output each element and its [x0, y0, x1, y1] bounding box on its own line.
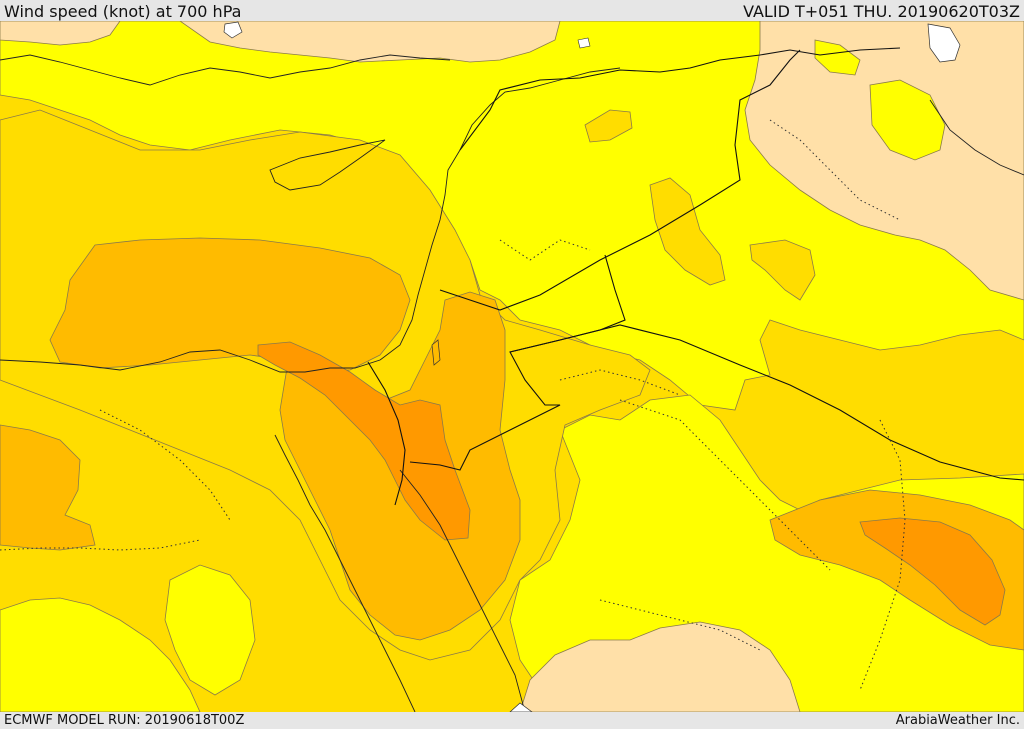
border-jordan	[439, 49, 801, 311]
model-run: ECMWF MODEL RUN: 20190618T00Z	[4, 713, 245, 728]
map-header: Wind speed (knot) at 700 hPa VALID T+051…	[0, 0, 1024, 21]
admin-boundary-6	[99, 409, 231, 521]
band-15-20-north-coast	[584, 109, 633, 143]
coastline-red-sea-west	[274, 434, 416, 712]
map-canvas	[0, 21, 1024, 712]
dead-sea	[431, 339, 441, 366]
coastline-gulf	[929, 99, 1024, 176]
admin-boundary-4	[859, 419, 906, 691]
admin-boundary-3	[559, 369, 681, 396]
band-10-15-pocket-ne	[869, 79, 946, 161]
band-25-30-levant	[257, 341, 471, 541]
band-10-15-pocket-n	[814, 39, 861, 76]
admin-boundary-1	[499, 239, 591, 261]
band-0-10-south	[519, 621, 801, 712]
credit: ArabiaWeather Inc.	[895, 713, 1020, 728]
island-south	[509, 702, 533, 712]
border-syria-turkey	[459, 47, 901, 151]
band-20-25-mediterranean	[49, 237, 411, 373]
band-10-15-sinai-west	[164, 564, 256, 696]
band-20-25-west	[0, 424, 96, 551]
band-15-20-east-1	[749, 239, 816, 301]
wind-speed-map[interactable]	[0, 21, 1024, 712]
admin-boundary-8	[599, 599, 761, 651]
band-25-30-east	[859, 517, 1006, 626]
map-footer: ECMWF MODEL RUN: 20190618T00Z ArabiaWeat…	[0, 712, 1024, 729]
border-israel-egypt	[367, 361, 406, 506]
admin-boundary-7	[769, 119, 901, 221]
coastline-north	[0, 54, 451, 86]
coastline-red-sea-east	[399, 469, 526, 712]
band-10-15-southwest	[0, 597, 201, 712]
admin-boundary-5	[0, 539, 201, 551]
band-15-20-north-east	[649, 177, 726, 286]
band-0-10-north-top	[179, 21, 561, 63]
map-title: Wind speed (knot) at 700 hPa	[4, 2, 242, 21]
lake-caspian-edge	[927, 23, 961, 63]
band-0-10-northeast	[744, 21, 1024, 301]
coastline-cyprus	[269, 139, 386, 191]
border-jordan-east	[409, 254, 626, 471]
lake-north	[223, 21, 243, 39]
valid-time: VALID T+051 THU. 20190620T03Z	[743, 2, 1020, 21]
band-0-10-north-west	[0, 21, 121, 46]
lake-small	[577, 37, 591, 49]
